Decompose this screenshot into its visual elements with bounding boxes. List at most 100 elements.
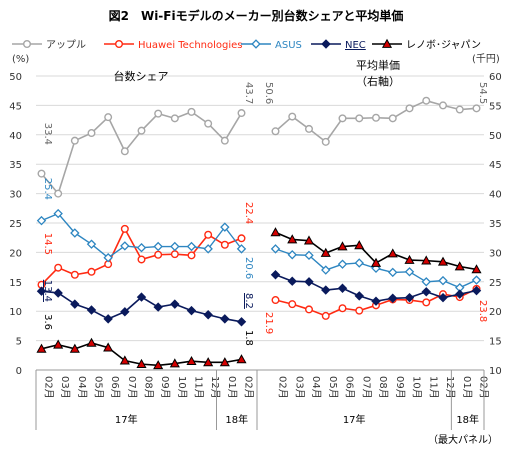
point-apple: [472, 104, 481, 113]
point-asus: [153, 241, 163, 252]
y-right-tick-label: 55: [489, 101, 502, 112]
point-asus: [236, 244, 247, 254]
point-apple: [405, 104, 414, 113]
y-left-unit: (%): [12, 54, 29, 65]
point-apple: [204, 119, 213, 128]
point-huawei: [305, 305, 314, 314]
panel-label-price-sub: （右軸）: [356, 74, 400, 88]
point-nec: [404, 292, 415, 303]
point-nec: [337, 283, 348, 293]
point-huawei: [170, 250, 179, 259]
x-tick-label: 02月: [43, 376, 55, 399]
x-tick-label: 07月: [360, 376, 372, 399]
point-nec: [471, 285, 482, 296]
x-tick-label: 01月: [226, 376, 238, 399]
point-nec: [170, 299, 180, 309]
point-lenovo: [337, 241, 348, 251]
data-label-first-nec: 13.4: [42, 280, 53, 302]
point-nec: [321, 285, 331, 295]
data-label-last-nec: 8.2: [243, 293, 254, 309]
point-lenovo: [136, 358, 147, 368]
point-lenovo: [287, 234, 298, 244]
x-tick-label: 03月: [293, 376, 305, 399]
legend-label-huawei: Huawei Technologies: [138, 40, 243, 51]
point-nec: [203, 310, 213, 320]
panel-label-price: 平均単価: [356, 58, 400, 72]
point-nec: [153, 302, 163, 312]
point-nec: [438, 292, 448, 303]
x-tick-label: 09月: [159, 376, 171, 399]
point-apple: [87, 129, 96, 138]
x-tick-label: 02月: [277, 376, 289, 399]
point-apple: [187, 107, 196, 116]
point-huawei: [237, 234, 246, 243]
data-label-last-apple: 43.7: [243, 82, 254, 104]
year-label: 17年: [115, 413, 138, 426]
point-nec: [53, 288, 63, 298]
data-label-last-huawei: 22.4: [243, 202, 254, 224]
point-nec: [304, 277, 314, 287]
data-label-last-huawei-price: 23.8: [477, 300, 488, 322]
y-right-tick-label: 20: [489, 307, 502, 318]
point-apple: [321, 137, 330, 146]
y-left-tick-label: 40: [9, 131, 22, 142]
point-apple: [388, 114, 397, 123]
point-lenovo: [270, 227, 281, 237]
data-label-last-lenovo: 1.8: [243, 330, 254, 346]
point-lenovo: [203, 357, 214, 367]
point-asus: [120, 241, 130, 251]
point-huawei: [120, 224, 129, 233]
x-tick-label: 05月: [93, 376, 105, 399]
point-nec: [287, 276, 297, 286]
data-label-first-apple: 33.4: [42, 123, 53, 145]
y-right-tick-label: 50: [489, 131, 502, 142]
point-huawei: [154, 250, 163, 259]
point-asus: [220, 222, 230, 232]
point-apple: [455, 105, 464, 114]
point-nec: [86, 305, 97, 315]
y-left-tick-label: 25: [9, 219, 22, 230]
legend-label-apple: アップル: [46, 39, 86, 51]
point-apple: [271, 127, 280, 136]
x-tick-label: 12月: [209, 376, 221, 399]
point-lenovo: [454, 261, 465, 271]
point-asus: [337, 259, 348, 269]
point-apple: [288, 112, 297, 121]
y-left-tick-label: 30: [9, 190, 22, 201]
y-left-tick-label: 15: [9, 278, 22, 289]
point-nec: [220, 314, 230, 324]
point-asus: [438, 275, 448, 286]
point-apple: [220, 136, 229, 145]
x-tick-label: 10月: [176, 376, 188, 399]
point-asus: [321, 265, 331, 275]
legend-label-asus: ASUS: [275, 40, 302, 51]
point-huawei: [271, 296, 280, 305]
legend-marker-huawei: [114, 40, 123, 49]
point-apple: [104, 113, 113, 122]
point-nec: [136, 292, 147, 302]
point-asus: [70, 228, 80, 238]
y-right-tick-label: 35: [489, 219, 502, 230]
legend-marker-nec: [321, 39, 331, 49]
point-apple: [154, 109, 163, 118]
point-huawei: [87, 267, 96, 276]
point-apple: [70, 136, 79, 145]
point-huawei: [187, 251, 196, 260]
y-right-tick-label: 30: [489, 248, 502, 259]
point-asus: [36, 215, 47, 226]
point-nec: [70, 299, 80, 309]
point-asus: [421, 277, 431, 287]
point-huawei: [338, 304, 347, 313]
point-huawei: [70, 270, 79, 279]
data-label-first-huawei-price: 21.9: [263, 312, 274, 334]
year-label: 18年: [225, 413, 248, 426]
data-label-first-asus: 25.4: [42, 178, 53, 200]
chart-note: （最大パネル）: [428, 433, 498, 446]
point-nec: [421, 287, 431, 297]
point-lenovo: [169, 358, 180, 368]
point-asus: [136, 242, 147, 253]
y-right-tick-label: 60: [489, 72, 502, 83]
y-right-tick-label: 40: [489, 190, 502, 201]
point-lenovo: [219, 357, 230, 367]
point-apple: [372, 113, 381, 122]
